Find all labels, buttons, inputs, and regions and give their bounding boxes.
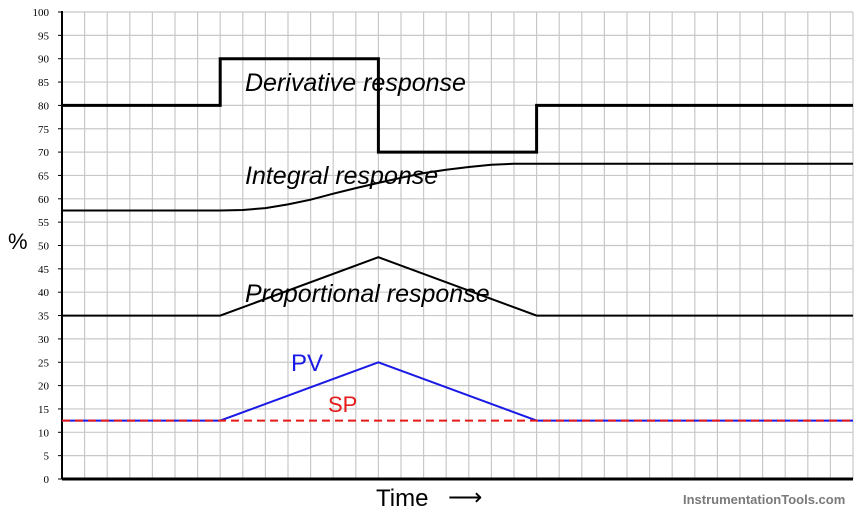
derivative-response-label: Derivative response [245,69,466,97]
y-tick-label: 60 [38,194,50,206]
y-tick-label: 40 [38,287,50,299]
y-tick-label: 35 [38,311,50,323]
pv-label: PV [291,350,323,377]
y-tick-label: 65 [38,170,50,182]
y-tick-label: 5 [44,451,50,463]
x-axis-label: Time [376,485,428,512]
series-proportional-response-line [62,256,853,317]
series-derivative-response-line [62,57,853,154]
proportional-response-label: Proportional response [245,280,490,308]
y-tick-label: 20 [38,381,50,393]
grid [61,11,854,480]
y-tick-label: 25 [38,357,50,369]
y-tick-label: 10 [38,427,50,439]
y-tick-label: 90 [38,54,50,66]
x-axis-arrow-icon: ⟶ [448,484,482,511]
y-tick-label: 70 [38,147,50,159]
watermark: InstrumentationTools.com [683,492,845,507]
y-tick-label: 100 [33,7,50,19]
y-tick-label: 0 [44,474,50,486]
y-tick-label: 75 [38,124,50,136]
y-tick-label: 15 [38,404,50,416]
series-group [62,57,853,422]
sp-label: SP [328,392,357,417]
y-tick-label: 85 [38,77,50,89]
y-tick-label: 55 [38,217,50,229]
integral-response-label: Integral response [245,162,438,190]
y-tick-label: 50 [38,241,50,253]
y-tick-label: 80 [38,100,50,112]
y-tick-label: 30 [38,334,50,346]
y-tick-label: 45 [38,264,50,276]
y-tick-label: 95 [38,30,50,42]
series-integral-response-line [62,162,853,212]
series-pv-line [62,361,853,422]
y-tick-labels: 0 5 10 15 20 25 30 35 40 45 50 55 60 65 70 75 80 85 90 95 10… [33,7,62,486]
y-axis-label: % [8,229,28,254]
